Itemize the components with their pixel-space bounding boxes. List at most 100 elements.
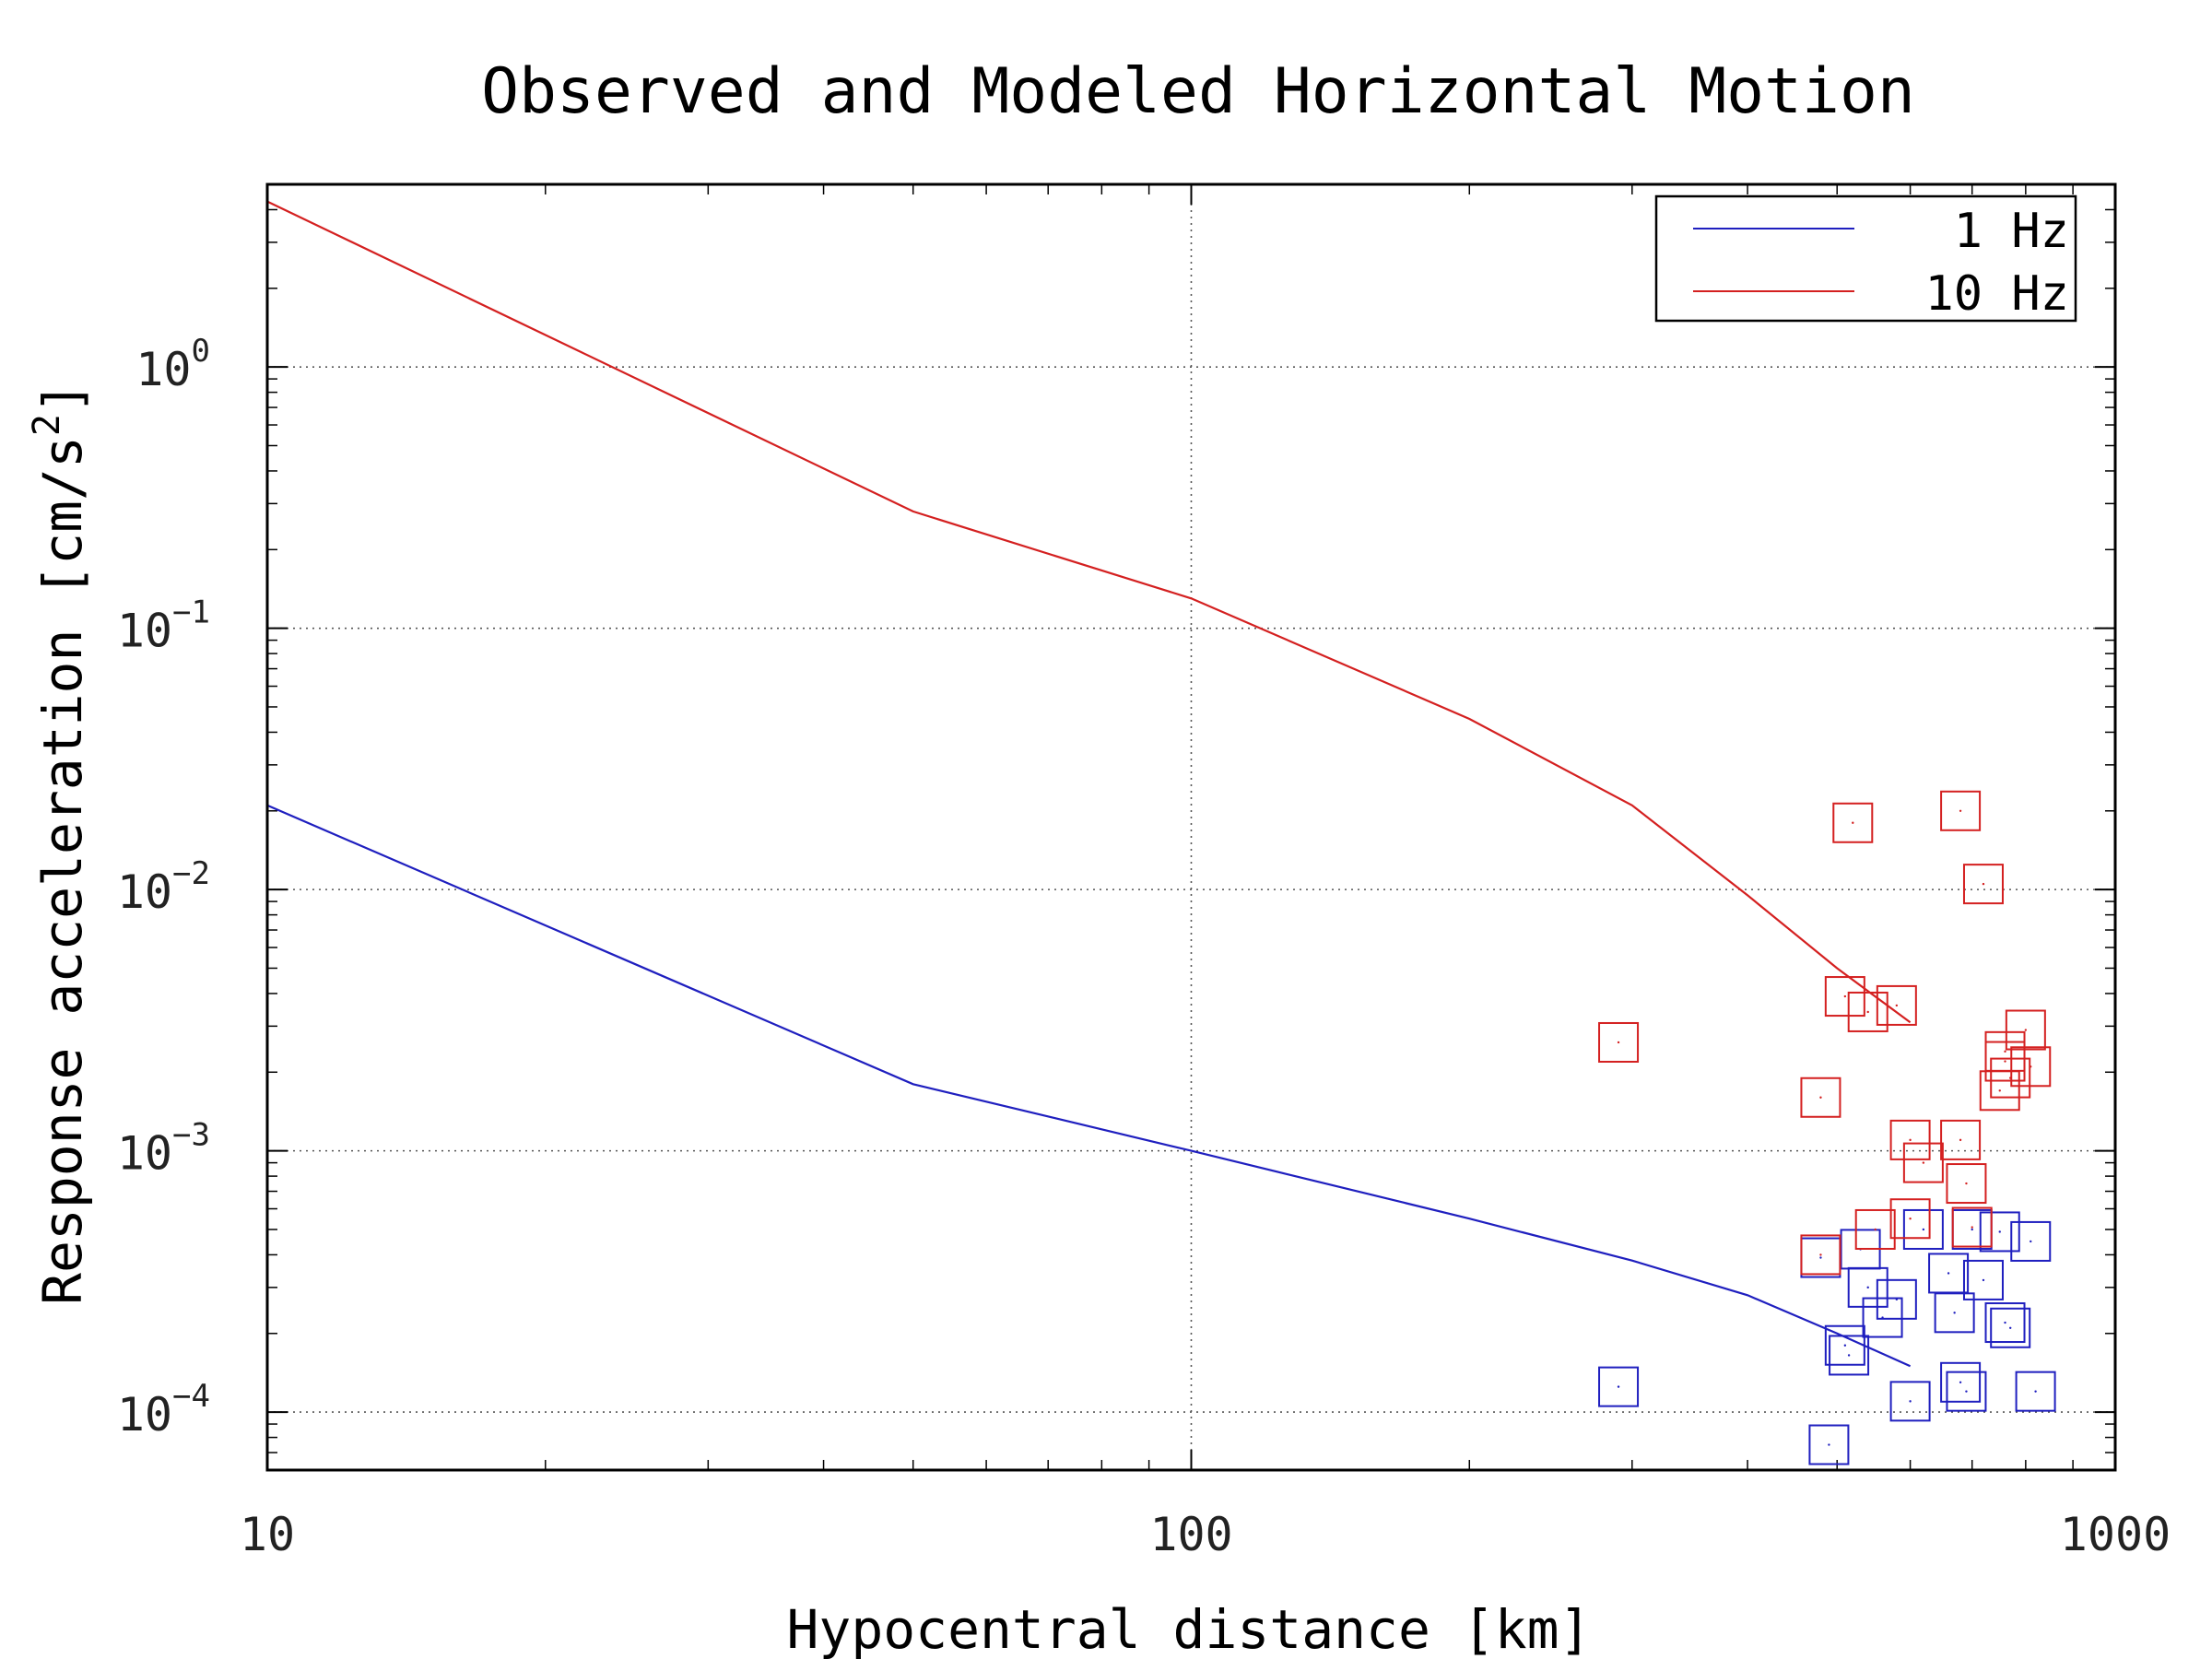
observed-point-10hz [1951,1206,1993,1248]
observed-point-10hz [1889,1119,1931,1160]
observed-point-1hz [2015,1371,2056,1412]
observed-point-1hz [1862,1297,1903,1338]
observed-point-10hz [1984,1030,2026,1072]
observed-point-center-1hz [1971,1228,1973,1231]
observed-point-center-10hz [1959,809,1962,812]
observed-point-1hz [1829,1335,1870,1376]
observed-point-1hz [1962,1259,2004,1300]
observed-point-center-10hz [2024,1029,2028,1031]
observed-point-1hz [1984,1302,2026,1344]
observed-point-1hz [1946,1371,1987,1412]
observed-point-center-10hz [2030,1065,2032,1068]
y-axis-label-suffix: ] [31,382,94,414]
observed-point-10hz [1902,1142,1944,1183]
observed-point-center-1hz [1953,1312,1956,1314]
observed-point-1hz [1979,1211,2020,1253]
observed-point-center-1hz [1998,1230,2001,1233]
observed-point-center-1hz [1982,1278,1985,1282]
legend-label-1hz: 1 Hz [1954,204,2069,259]
observed-point-center-10hz [1909,1218,1912,1220]
observed-point-center-1hz [2034,1390,2037,1393]
observed-point-1hz [1876,1278,1917,1320]
y-tick-exponent: 0 [192,333,210,370]
observed-point-center-10hz [1971,1226,1973,1229]
observed-point-1hz [1824,1324,1865,1366]
observed-point-10hz [1824,976,1865,1018]
observed-point-center-10hz [1617,1041,1620,1044]
y-tick-base: 10 [117,1388,172,1441]
observed-point-center-10hz [1843,994,1847,998]
observed-point-center-1hz [1965,1390,1968,1393]
chart-title: Observed and Modeled Horizontal Motion [481,55,1915,128]
observed-point-10hz [1962,864,2004,905]
observed-point-center-1hz [2009,1326,2012,1329]
y-axis-label-text: Response acceleration [cm/s [31,436,94,1305]
observed-point-10hz [1800,1077,1841,1118]
y-tick-label: 10−3 [117,1117,210,1181]
observed-point-10hz [1854,1208,1896,1250]
observed-point-center-1hz [1828,1443,1830,1446]
observed-point-center-1hz [1866,1286,1869,1289]
legend-label-10hz: 10 Hz [1924,266,2069,322]
y-tick-exponent: −2 [172,855,210,892]
series-layer [266,200,2056,1465]
observed-point-center-10hz [1874,1228,1877,1231]
y-axis-label: Response acceleration [cm/s2] [26,382,94,1305]
observed-point-center-1hz [1959,1381,1962,1384]
observed-point-1hz [1598,1366,1640,1407]
y-tick-base: 10 [117,605,172,658]
observed-point-10hz [1598,1021,1640,1063]
observed-point-center-10hz [1922,1161,1925,1164]
observed-point-center-1hz [1909,1400,1912,1403]
observed-point-center-1hz [1843,1344,1847,1347]
observed-point-10hz [1889,1198,1931,1240]
x-tick-label: 1000 [2060,1508,2171,1561]
y-tick-exponent: −4 [172,1378,210,1415]
observed-point-10hz [1990,1057,2031,1099]
observed-point-1hz [2010,1220,2052,1262]
observed-point-center-10hz [1895,1004,1899,1007]
observed-point-10hz [2010,1046,2052,1088]
observed-point-center-1hz [1847,1354,1851,1357]
observed-point-10hz [1832,802,1874,843]
observed-point-10hz [1940,1119,1982,1160]
legend-box [1654,194,2077,323]
x-ticks: 10 100 1000 [240,184,2171,1561]
observed-point-center-10hz [1819,1253,1822,1256]
y-tick-base: 10 [135,343,191,396]
model-line-1hz [266,804,1912,1368]
observed-point-1hz [1889,1381,1931,1422]
x-tick-label: 100 [1149,1508,1232,1561]
observed-point-center-10hz [1909,1138,1912,1142]
observed-point-center-1hz [1922,1228,1925,1231]
observed-point-10hz [1800,1234,1841,1276]
observed-point-center-10hz [1959,1138,1962,1142]
observed-point-center-1hz [1947,1272,1950,1275]
observed-point-center-10hz [1819,1096,1822,1099]
observed-point-1hz [1990,1307,2031,1348]
observed-point-center-10hz [2004,1050,2006,1053]
y-tick-label: 10−1 [117,594,210,658]
x-axis-label: Hypocentral distance [km] [787,1598,1592,1659]
observed-point-10hz [1847,991,1888,1032]
observed-point-center-10hz [1866,1010,1869,1014]
observed-point-10hz [1946,1163,1987,1205]
x-tick-label: 10 [240,1508,295,1561]
observed-point-center-10hz [1852,821,1854,824]
observed-point-1hz [1847,1266,1888,1308]
observed-point-1hz [1934,1292,1975,1334]
observed-point-center-10hz [1965,1182,1968,1185]
legend: 1 Hz 10 Hz [1654,194,2077,323]
observed-point-10hz [1940,790,1982,831]
observed-point-10hz [2005,1009,2046,1051]
observed-point-center-1hz [1895,1298,1899,1301]
observed-point-center-10hz [2004,1060,2006,1063]
minor-ticks [267,184,2115,1471]
y-tick-label: 10−4 [117,1378,210,1441]
observed-point-center-1hz [1819,1256,1822,1259]
observed-point-1hz [1808,1424,1850,1465]
y-tick-label: 10−2 [117,855,210,919]
y-tick-label: 100 [135,333,210,396]
